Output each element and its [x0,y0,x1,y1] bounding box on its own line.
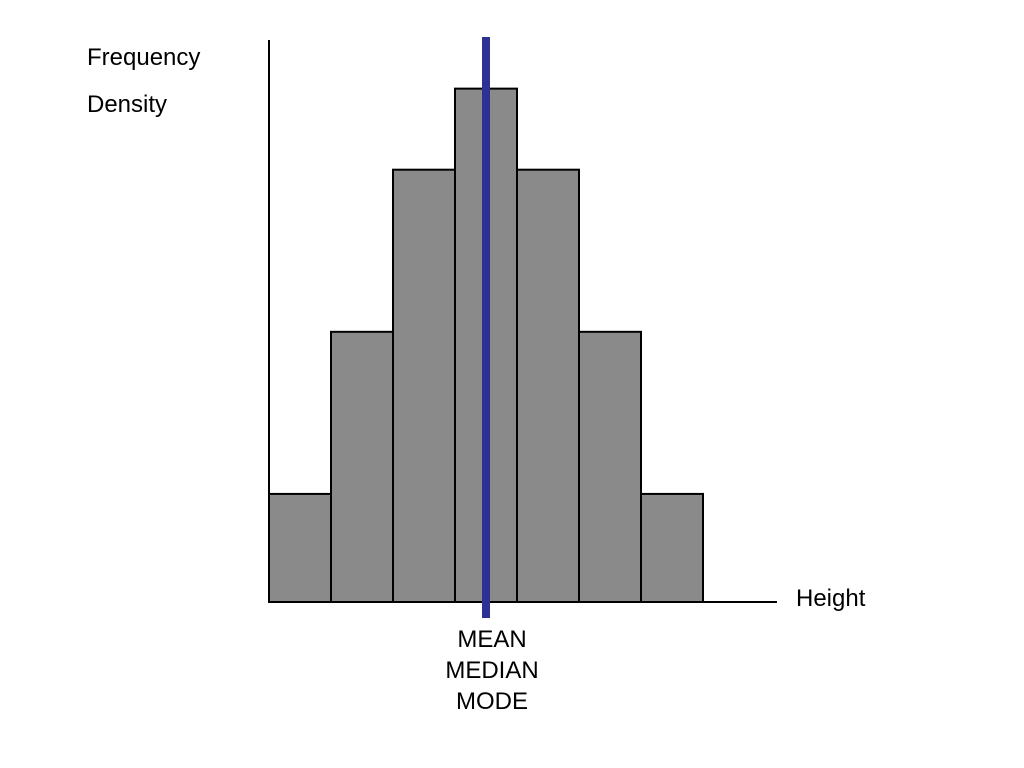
y-axis-label-frequency: Frequency [87,44,201,71]
central-tendency-labels: MEAN MEDIAN MODE [412,624,572,717]
mode-label: MODE [456,688,528,715]
histogram-bar-5 [516,168,580,603]
histogram-bar-7 [640,492,704,603]
median-label: MEDIAN [445,657,539,684]
histogram-bar-2 [330,330,394,603]
mean-label: MEAN [457,626,527,653]
x-axis-label-height: Height [796,585,866,612]
histogram-bar-6 [578,330,642,603]
histogram-bar-3 [392,168,456,603]
histogram-bar-1 [268,492,332,603]
y-axis-label-density: Density [87,91,168,118]
